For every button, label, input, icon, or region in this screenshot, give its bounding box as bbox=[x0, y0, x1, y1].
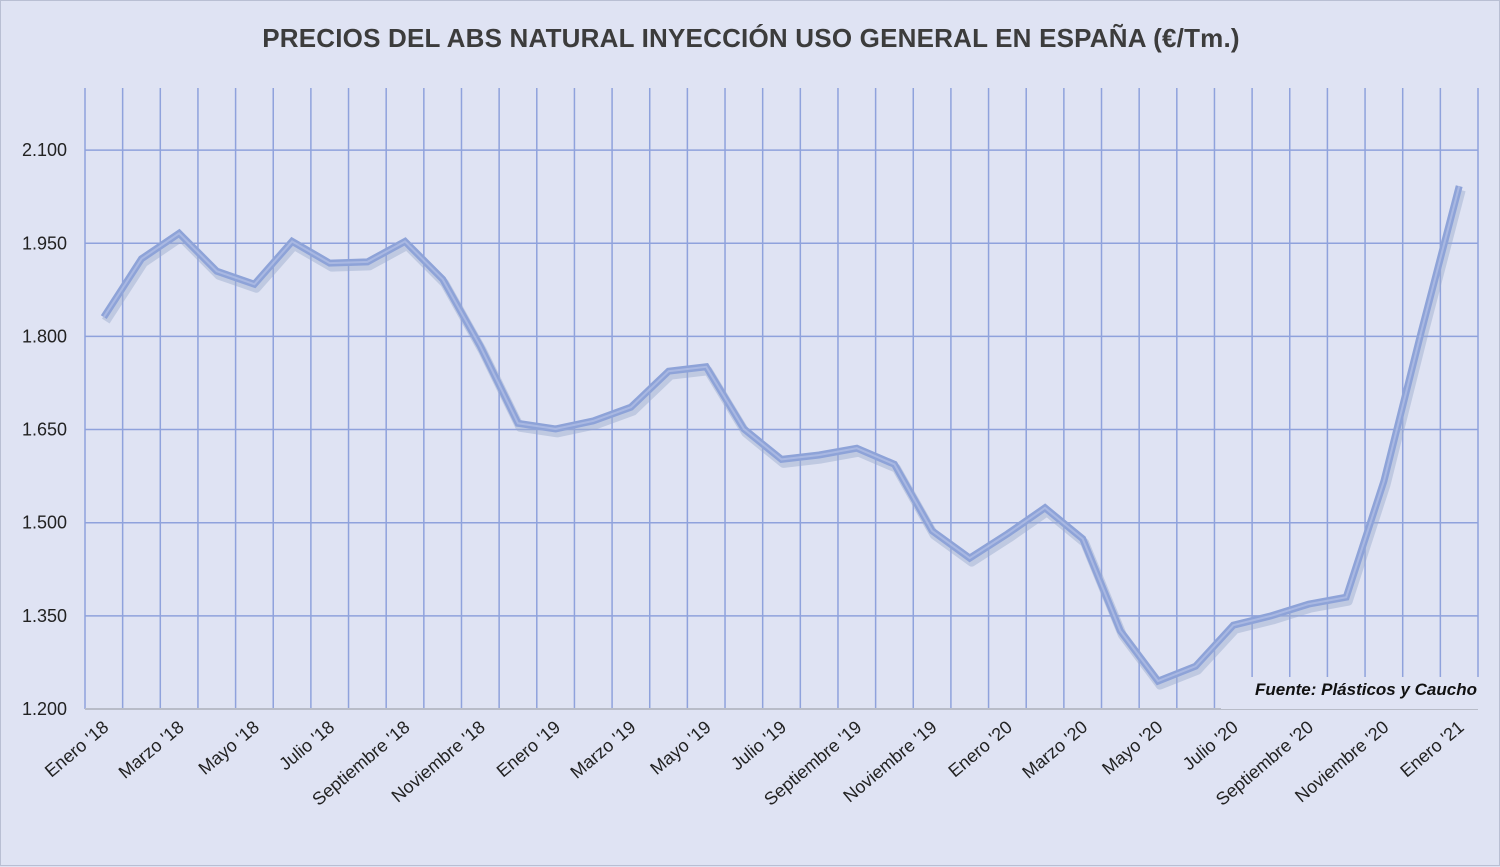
x-tick-label: Mayo '20 bbox=[1098, 717, 1166, 779]
x-tick-label: Julio '20 bbox=[1179, 717, 1242, 774]
series-lines bbox=[104, 186, 1461, 685]
x-tick-label: Mayo '18 bbox=[195, 717, 263, 779]
x-tick-label: Julio '18 bbox=[275, 717, 338, 774]
series-line bbox=[104, 186, 1459, 681]
y-tick-label: 2.100 bbox=[22, 140, 67, 160]
x-tick-label: Marzo '20 bbox=[1018, 717, 1091, 783]
x-tick-label: Enero '21 bbox=[1396, 717, 1467, 781]
y-tick-label: 1.650 bbox=[22, 420, 67, 440]
y-tick-label: 1.800 bbox=[22, 326, 67, 346]
x-tick-label: Enero '18 bbox=[41, 717, 112, 781]
x-tick-label: Marzo '18 bbox=[115, 717, 188, 783]
series-line-shadow bbox=[106, 190, 1461, 685]
x-tick-label: Marzo '19 bbox=[567, 717, 640, 783]
x-tick-label: Mayo '19 bbox=[646, 717, 714, 779]
x-tick-label: Enero '20 bbox=[945, 717, 1016, 781]
source-text: Fuente: Plásticos y Caucho bbox=[1255, 680, 1477, 700]
y-tick-label: 1.350 bbox=[22, 606, 67, 626]
y-tick-label: 1.950 bbox=[22, 233, 67, 253]
x-tick-label: Julio '19 bbox=[727, 717, 790, 774]
y-axis-ticks: 1.200 1.350 1.500 1.650 1.800 1.950 2.100 bbox=[22, 140, 67, 719]
y-tick-label: 1.200 bbox=[22, 699, 67, 719]
x-tick-label: Enero '19 bbox=[493, 717, 564, 781]
y-tick-label: 1.500 bbox=[22, 513, 67, 533]
series-line-highlight bbox=[104, 186, 1459, 681]
source-note: Fuente: Plásticos y Caucho bbox=[1221, 677, 1481, 709]
